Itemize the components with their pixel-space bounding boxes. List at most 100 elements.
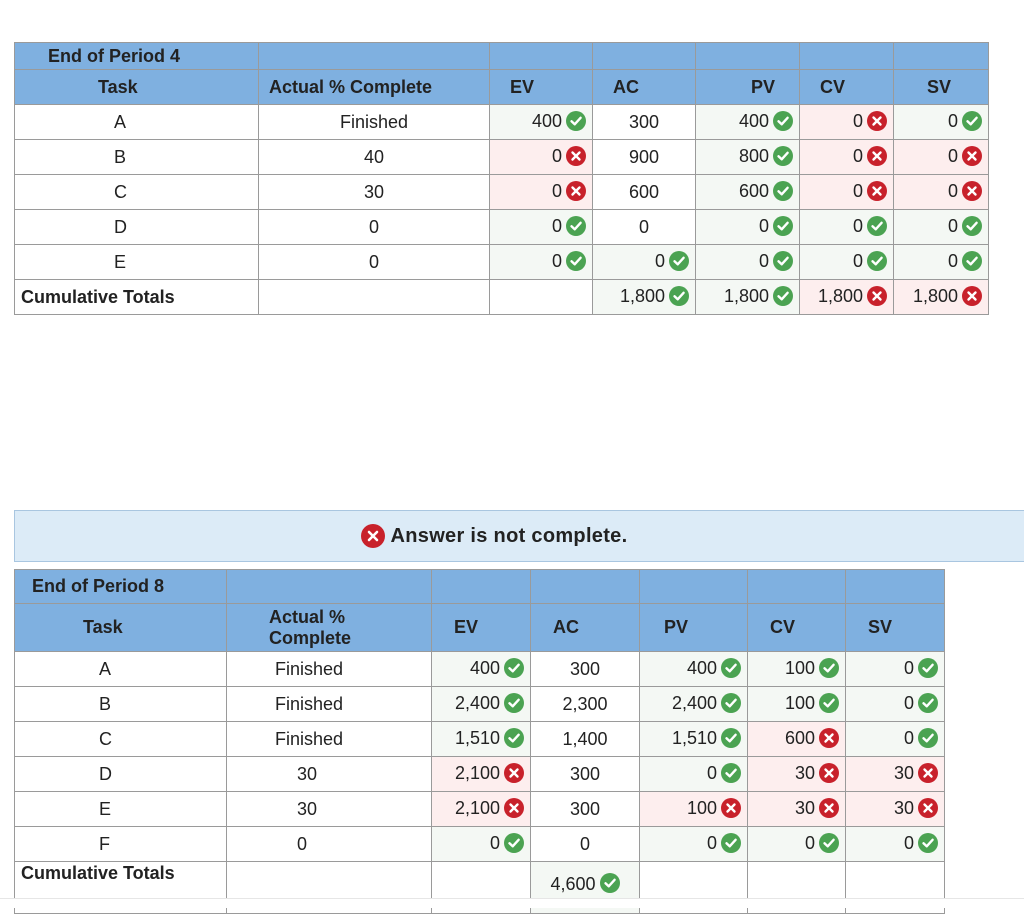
check-circle-icon: [773, 110, 793, 131]
ev-input[interactable]: 400: [431, 651, 531, 687]
cumulative-totals-label: Cumulative Totals: [14, 279, 259, 315]
ev-input[interactable]: 1,510: [431, 721, 531, 757]
cv-input[interactable]: 0: [747, 826, 846, 862]
actual-percent-cell: 30: [226, 791, 432, 827]
pv-input[interactable]: 100: [639, 791, 748, 827]
cv-input[interactable]: 600: [747, 721, 846, 757]
actual-percent-cell: 0: [258, 244, 490, 280]
ac-cell-text: 1,400: [562, 728, 608, 749]
x-circle-icon: [962, 180, 982, 201]
pv-input[interactable]: 0: [695, 244, 800, 280]
cv-input[interactable]: 0: [799, 174, 894, 210]
pv-input[interactable]: 0: [639, 826, 748, 862]
cv-input[interactable]: 0: [799, 244, 894, 280]
ev-input-value: 0: [551, 181, 562, 202]
check-circle-icon: [819, 657, 839, 678]
actual-percent-cell-text: Finished: [275, 728, 344, 749]
task-cell: C: [14, 721, 227, 757]
ev-input[interactable]: 0: [489, 174, 593, 210]
pv-input[interactable]: 2,400: [639, 686, 748, 722]
ev-input-value: 0: [551, 251, 562, 272]
period4-table: End of Period 4 Task Actual % Complete EV AC…: [14, 42, 989, 315]
sv-input[interactable]: 0: [893, 174, 989, 210]
x-circle-icon: [504, 797, 524, 818]
ev-input[interactable]: 0: [489, 244, 593, 280]
total-ev-input[interactable]: [489, 279, 593, 315]
x-circle-icon: [819, 797, 839, 818]
ev-input[interactable]: 0: [489, 209, 593, 245]
cv-input[interactable]: 30: [747, 791, 846, 827]
check-circle-icon: [867, 215, 887, 236]
task-cell: E: [14, 244, 259, 280]
check-circle-icon: [504, 657, 524, 678]
cv-input[interactable]: 0: [799, 104, 894, 140]
total-cv-input[interactable]: 1,800: [799, 279, 894, 315]
total-pv-input[interactable]: 1,800: [695, 279, 800, 315]
ac-cell-text: 300: [569, 763, 601, 784]
column-header-actual-complete: Actual % Complete: [258, 69, 490, 105]
ac-cell: 300: [592, 104, 696, 140]
cv-input[interactable]: 0: [799, 209, 894, 245]
ac-input[interactable]: 0: [592, 244, 696, 280]
total-ac-input-value: 4,600: [550, 874, 596, 894]
pv-input[interactable]: 1,510: [639, 721, 748, 757]
ev-input[interactable]: 2,100: [431, 756, 531, 792]
cv-input[interactable]: 100: [747, 651, 846, 687]
column-header-actual-complete: Actual % Complete: [226, 603, 432, 652]
pv-input-value: 100: [686, 798, 717, 819]
pv-input[interactable]: 800: [695, 139, 800, 175]
actual-percent-cell: 30: [258, 174, 490, 210]
pv-input[interactable]: 0: [695, 209, 800, 245]
sv-input[interactable]: 0: [893, 244, 989, 280]
title-row-blank: [747, 569, 846, 604]
pv-input-value: 1,510: [671, 728, 717, 749]
sv-input[interactable]: 0: [845, 651, 945, 687]
actual-percent-cell-text: Finished: [339, 111, 409, 132]
ev-input[interactable]: 400: [489, 104, 593, 140]
pv-input-value: 2,400: [671, 693, 717, 714]
sv-input[interactable]: 0: [845, 686, 945, 722]
cv-input[interactable]: 100: [747, 686, 846, 722]
column-header-pv-text: PV: [664, 617, 689, 637]
sv-input[interactable]: 0: [893, 104, 989, 140]
sv-input-value: 0: [947, 181, 958, 202]
ev-input[interactable]: 0: [431, 826, 531, 862]
pv-input-value: 600: [738, 181, 769, 202]
cv-input-value: 100: [784, 658, 815, 679]
ev-input-value: 0: [489, 833, 500, 854]
column-header-ac-text: AC: [553, 617, 579, 637]
sv-input-value: 30: [893, 798, 914, 819]
pv-input[interactable]: 600: [695, 174, 800, 210]
total-ac-input[interactable]: 1,800: [592, 279, 696, 315]
sv-input[interactable]: 30: [845, 791, 945, 827]
ev-input[interactable]: 0: [489, 139, 593, 175]
pv-input[interactable]: 400: [639, 651, 748, 687]
sv-input[interactable]: 0: [893, 209, 989, 245]
column-header-task-text: Task: [83, 617, 123, 637]
x-circle-icon: [962, 285, 982, 306]
ev-input[interactable]: 2,400: [431, 686, 531, 722]
column-header-pv: PV: [695, 69, 800, 105]
cv-input[interactable]: 30: [747, 756, 846, 792]
ac-cell-text: 2,300: [562, 693, 608, 714]
actual-percent-cell: 0: [258, 209, 490, 245]
total-sv-input[interactable]: 1,800: [893, 279, 989, 315]
sv-input[interactable]: 0: [845, 721, 945, 757]
sv-input[interactable]: 0: [845, 826, 945, 862]
sv-input-value: 30: [893, 763, 914, 784]
ev-input[interactable]: 2,100: [431, 791, 531, 827]
sv-input[interactable]: 30: [845, 756, 945, 792]
column-header-ac: AC: [530, 603, 640, 652]
cumulative-totals-label-text: Cumulative Totals: [21, 863, 175, 883]
column-header-cv: CV: [799, 69, 894, 105]
sv-input-value: 0: [903, 728, 914, 749]
task-cell-text: D: [99, 763, 112, 784]
check-circle-icon: [918, 657, 938, 678]
pv-input[interactable]: 400: [695, 104, 800, 140]
sv-input[interactable]: 0: [893, 139, 989, 175]
pv-input[interactable]: 0: [639, 756, 748, 792]
cv-input[interactable]: 0: [799, 139, 894, 175]
column-header-cv-text: CV: [770, 617, 796, 637]
check-circle-icon: [918, 832, 938, 853]
task-cell: C: [14, 174, 259, 210]
